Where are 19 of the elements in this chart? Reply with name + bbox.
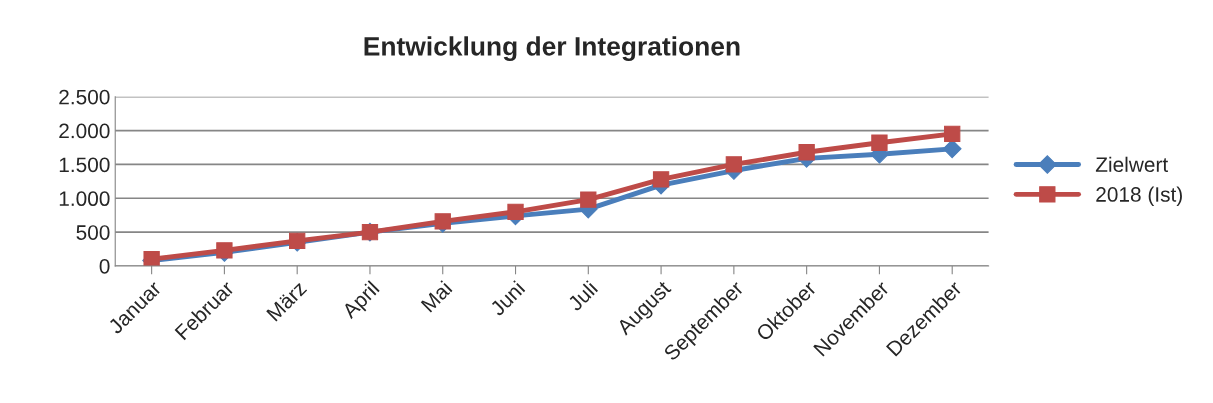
point — [580, 191, 597, 208]
y-tick-label: 0 — [99, 258, 110, 274]
point — [871, 134, 888, 151]
point — [944, 125, 961, 143]
y-tick-label: 1.000 — [59, 191, 110, 207]
x-tick-label: Juli — [566, 280, 599, 312]
point — [798, 144, 815, 161]
legend-label: Zielwert — [1095, 156, 1169, 173]
y-tick-label: 1.500 — [59, 157, 110, 173]
point — [507, 203, 524, 220]
legend-label: 2018 (Ist) — [1096, 186, 1182, 206]
y-tick-label: 2.500 — [59, 89, 110, 105]
point — [725, 156, 743, 173]
point — [942, 139, 962, 159]
y-tick-label: 500 — [76, 225, 110, 240]
point — [652, 171, 670, 188]
chart-title: Entwicklung der Integrationen — [364, 36, 740, 61]
y-tick-label: 2.000 — [59, 123, 110, 139]
x-tick-label: Mai — [420, 280, 453, 313]
